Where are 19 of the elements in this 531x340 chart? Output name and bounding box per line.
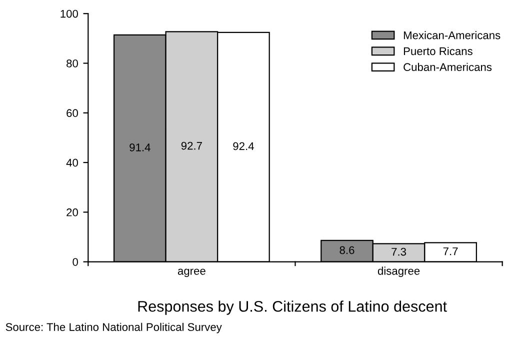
legend-label: Puerto Ricans	[404, 46, 472, 56]
data-label: 91.4	[130, 143, 150, 152]
x-tick-label: disagree	[378, 266, 420, 278]
legend-label: Cuban-Americans	[404, 62, 492, 72]
y-tick-label: 100	[60, 10, 78, 18]
y-tick-label: 40	[66, 158, 78, 167]
y-tick-label: 80	[66, 60, 78, 68]
legend-label: Mexican-Americans	[404, 31, 500, 40]
y-tick-label: 0	[72, 258, 78, 266]
x-tick-label: agree	[178, 268, 206, 278]
data-label: 92.7	[181, 142, 202, 150]
y-tick-label: 60	[66, 109, 78, 118]
data-label: 8.6	[340, 246, 354, 254]
data-label: 7.3	[392, 248, 406, 256]
y-tick-label: 20	[66, 208, 78, 216]
data-label: 7.7	[443, 247, 458, 256]
data-label: 92.4	[233, 142, 254, 150]
text: Responses by U.S. Citizens of Latino descent	[138, 300, 447, 315]
source-note: Source: The Latino National Political Survey	[6, 322, 222, 334]
